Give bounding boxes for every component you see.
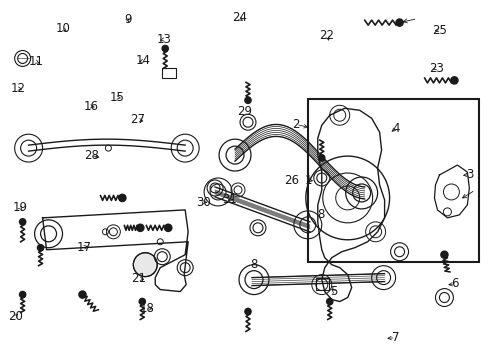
Text: 28: 28 <box>84 149 98 162</box>
Text: 8: 8 <box>318 208 325 221</box>
Text: 3: 3 <box>466 168 473 181</box>
Bar <box>316 278 329 289</box>
Text: 29: 29 <box>238 105 252 118</box>
Text: 26: 26 <box>284 174 299 187</box>
Text: 18: 18 <box>140 302 155 315</box>
Text: 17: 17 <box>76 241 91 254</box>
Circle shape <box>162 45 168 51</box>
Text: 14: 14 <box>136 54 151 67</box>
Circle shape <box>133 253 157 276</box>
Circle shape <box>451 77 458 84</box>
Circle shape <box>139 298 145 305</box>
Text: 9: 9 <box>124 13 131 26</box>
Text: 25: 25 <box>432 24 447 37</box>
Text: 24: 24 <box>232 12 246 24</box>
Text: 5: 5 <box>330 285 338 298</box>
Text: 22: 22 <box>319 29 335 42</box>
Circle shape <box>20 292 25 298</box>
Text: 11: 11 <box>28 55 44 68</box>
Circle shape <box>441 251 448 258</box>
Circle shape <box>396 19 403 26</box>
Circle shape <box>319 155 325 161</box>
Text: 15: 15 <box>110 91 124 104</box>
Circle shape <box>327 298 333 305</box>
Text: 16: 16 <box>84 100 98 113</box>
Text: 31: 31 <box>222 193 237 206</box>
Circle shape <box>119 194 126 201</box>
Circle shape <box>137 224 144 231</box>
Text: 4: 4 <box>392 122 400 135</box>
Text: 8: 8 <box>250 258 257 271</box>
Text: 7: 7 <box>392 331 399 344</box>
Circle shape <box>20 219 25 225</box>
Text: 19: 19 <box>13 202 28 215</box>
Circle shape <box>165 224 172 231</box>
Text: 23: 23 <box>429 62 444 75</box>
Text: 21: 21 <box>131 272 146 285</box>
Text: 6: 6 <box>451 278 459 291</box>
Circle shape <box>38 245 44 251</box>
Circle shape <box>245 97 251 103</box>
Text: 12: 12 <box>10 82 25 95</box>
Text: 13: 13 <box>157 33 172 46</box>
Circle shape <box>245 309 251 315</box>
Text: 10: 10 <box>55 22 70 35</box>
Circle shape <box>79 291 86 298</box>
Text: 30: 30 <box>196 196 211 209</box>
Text: 2: 2 <box>293 118 300 131</box>
Text: 27: 27 <box>130 113 145 126</box>
Text: 1: 1 <box>305 174 312 186</box>
Bar <box>162 68 176 78</box>
Bar <box>308 99 479 262</box>
Text: 20: 20 <box>8 310 23 323</box>
